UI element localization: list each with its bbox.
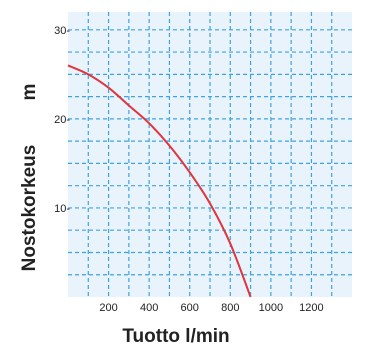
x-tick-label: 1200: [299, 302, 323, 314]
x-tick-label: 400: [140, 302, 158, 314]
y-tick-label: 20-: [54, 114, 70, 126]
x-tick-label: 1000: [259, 302, 283, 314]
x-tick-label: 200: [99, 302, 117, 314]
x-tick-label: 600: [181, 302, 199, 314]
y-axis-title-group: Nostokorkeus m: [19, 84, 40, 272]
series-line: [67, 64, 252, 298]
series-layer: [67, 64, 252, 298]
y-tick-label: 30-: [54, 25, 70, 37]
y-axis-unit: m: [19, 84, 40, 101]
y-axis-title: Nostokorkeus: [19, 145, 40, 272]
x-tick-label: 800: [221, 302, 239, 314]
y-tick-labels: 10- 20- 30-: [54, 25, 70, 215]
y-tick-label: 10-: [54, 203, 70, 215]
x-tick-labels: 200 400 600 800 1000 1200: [99, 302, 323, 314]
x-axis-title: Tuotto l/min: [122, 326, 229, 347]
grid: [68, 12, 352, 297]
